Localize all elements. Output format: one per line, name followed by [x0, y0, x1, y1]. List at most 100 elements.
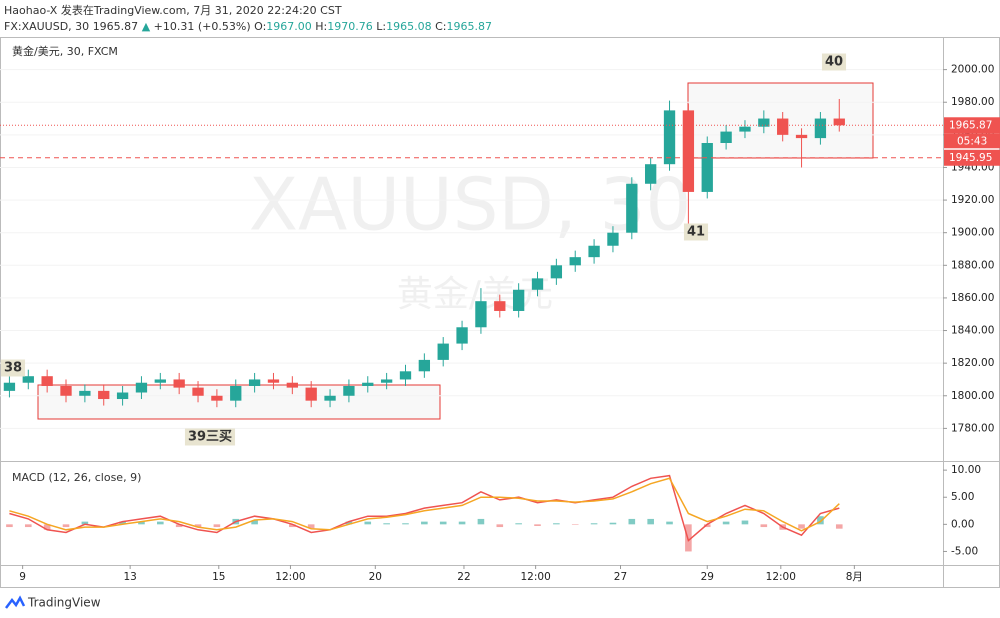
ohlc-label: L:	[376, 20, 386, 33]
histogram-bar	[571, 524, 579, 525]
y-tick-label: 10.00	[951, 464, 981, 476]
change: +10.31 (+0.53%)	[154, 20, 251, 33]
candle-body	[343, 385, 355, 396]
candle-body	[645, 164, 657, 184]
candle-body	[135, 382, 148, 393]
histogram-bar	[402, 523, 409, 525]
candle-body	[663, 110, 676, 165]
ohlc-label: H:	[315, 20, 327, 33]
histogram-bar	[835, 524, 843, 529]
y-tick-label: 1900.00	[951, 227, 994, 239]
x-tick-label: 20	[369, 571, 382, 583]
watermark: XAUUSD, 30	[249, 163, 692, 247]
macd-line	[9, 474, 840, 542]
annotation: 38	[4, 361, 22, 376]
x-tick-label: 15	[212, 571, 225, 583]
countdown: 05:43	[957, 135, 987, 147]
histogram-bar	[439, 521, 447, 525]
tv-logo: TradingView	[5, 595, 101, 610]
histogram-bar	[251, 520, 258, 525]
candle-body	[814, 118, 827, 139]
histogram-bar	[138, 521, 145, 525]
y-tick-label: 1880.00	[951, 259, 994, 271]
price-label: 1965.87	[949, 119, 992, 131]
price-label-bg	[944, 149, 1000, 166]
x-tick-label: 12:00	[275, 571, 305, 583]
histogram-bar	[741, 520, 749, 525]
histogram-bar	[175, 524, 183, 528]
candle-body	[60, 385, 72, 396]
candle-body	[248, 379, 261, 386]
candle-body	[362, 382, 374, 386]
histogram-bar	[157, 521, 164, 525]
histogram-bar	[496, 524, 504, 528]
candle-body	[286, 382, 298, 388]
candle-body	[305, 387, 317, 401]
histogram-bar	[383, 523, 390, 525]
x-tick-label: 8月	[846, 571, 863, 583]
x-tick-label: 13	[123, 571, 136, 583]
candle-body	[116, 392, 129, 400]
histogram-bar	[81, 521, 89, 525]
histogram-bar	[628, 518, 636, 525]
histogram-bar	[817, 516, 824, 525]
candle-body	[626, 183, 638, 233]
annotation-bg	[0, 359, 26, 377]
annotation-bg	[184, 428, 236, 446]
x-tick-label: 22	[457, 571, 470, 583]
histogram-bar	[553, 523, 560, 525]
histogram-bar	[289, 524, 296, 528]
candle-body	[380, 379, 393, 383]
change-arrow: ▲	[142, 20, 151, 33]
candle-body	[192, 387, 204, 396]
header-line: Haohao-X 发表在TradingView.com, 7月 31, 2020…	[4, 3, 342, 17]
countdown-bg	[944, 133, 1000, 149]
histogram-bar	[798, 524, 805, 529]
candle-body	[267, 379, 280, 383]
annotation: 40	[825, 55, 843, 70]
x-tick-label: 12:00	[766, 571, 796, 583]
candle-body	[22, 376, 34, 383]
histogram-bar	[458, 521, 466, 525]
annotation-bg	[821, 53, 847, 71]
histogram-bar	[62, 524, 70, 528]
candle-body	[531, 278, 544, 290]
ohlc-value: 1967.00	[266, 20, 312, 33]
histogram-bar	[477, 518, 485, 525]
y-tick-label: 1840.00	[951, 325, 994, 337]
annotation: 41	[687, 225, 705, 240]
ohlc-value: 1965.08	[386, 20, 432, 33]
candle-body	[682, 110, 695, 192]
candle-body	[494, 301, 506, 311]
y-tick-label: 1860.00	[951, 292, 994, 304]
candle-body	[418, 359, 431, 372]
histogram-bar	[647, 518, 654, 525]
ohlc-label: C:	[435, 20, 446, 33]
histogram-bar	[43, 524, 51, 530]
candle-body	[211, 395, 223, 401]
annotation-bg	[683, 223, 709, 241]
y-tick-label: 1780.00	[951, 422, 994, 434]
histogram-bar	[24, 524, 32, 528]
candle-body	[833, 118, 845, 126]
candle-body	[437, 343, 449, 360]
candle-body	[154, 379, 166, 383]
histogram-bar	[760, 524, 768, 528]
ohlc-label: O:	[254, 20, 266, 33]
histogram-bar	[307, 524, 315, 529]
candle-body	[720, 131, 732, 143]
y-tick-label: -5.00	[951, 545, 978, 557]
histogram-bar	[421, 521, 428, 525]
pane-legend: MACD (12, 26, close, 9)	[12, 471, 141, 484]
histogram-bar	[345, 521, 353, 525]
y-tick-label: 1920.00	[951, 194, 994, 206]
price-label-bg	[944, 117, 1000, 134]
candle-body	[79, 390, 91, 396]
last-price: 1965.87	[93, 20, 139, 33]
histogram-bar	[534, 524, 541, 526]
candle-body	[324, 395, 336, 401]
candle-body	[795, 134, 808, 139]
x-tick-label: 12:00	[520, 571, 550, 583]
x-tick-label: 9	[19, 571, 26, 583]
histogram-bar	[119, 521, 126, 525]
